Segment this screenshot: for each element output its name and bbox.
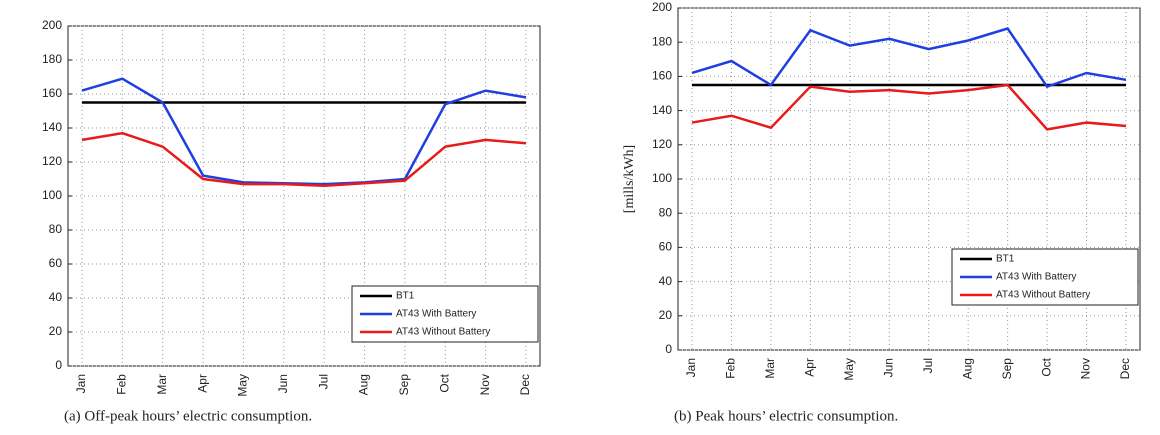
y-tick-label: 160 <box>652 69 672 83</box>
y-tick-label: 40 <box>659 274 673 288</box>
line-series <box>691 83 1127 131</box>
chart: 0 20 40 60 80 100 120 140 160 180 200 Jan Feb Mar Apr M… <box>622 0 1141 424</box>
y-tick-label: 120 <box>42 154 62 168</box>
x-tick-label: Nov <box>1079 358 1093 379</box>
y-tick-label: 180 <box>652 34 672 48</box>
y-tick-label: 20 <box>659 308 673 322</box>
x-tick-label: Jun <box>276 374 290 393</box>
x-tick-label: Jan <box>684 358 698 377</box>
x-tick-label: Jul <box>316 374 330 389</box>
line-series <box>691 27 1127 89</box>
caption: (a) Off-peak hours’ electric consumption… <box>64 408 312 424</box>
legend-label: BT1 <box>996 254 1015 265</box>
y-tick-label: 0 <box>55 358 62 372</box>
x-tick-label: Jul <box>921 358 935 373</box>
x-tick-label: Aug <box>357 374 371 395</box>
line-series <box>81 131 527 188</box>
y-tick-label: 20 <box>49 324 63 338</box>
caption: (b) Peak hours’ electric consumption. <box>674 408 898 424</box>
x-tick-label: Sep <box>397 374 411 396</box>
y-tick-label: 40 <box>49 290 63 304</box>
y-tick-label: 60 <box>49 256 63 270</box>
x-tick-label: Nov <box>478 374 492 395</box>
x-tick-label: Dec <box>518 374 532 395</box>
x-tick-label: May <box>236 374 250 397</box>
y-tick-label: 60 <box>659 240 673 254</box>
y-tick-label: 80 <box>49 222 63 236</box>
x-tick-label: Feb <box>724 358 738 379</box>
x-tick-label: Mar <box>763 358 777 379</box>
y-tick-label: 140 <box>42 120 62 134</box>
x-tick-label: Jun <box>881 358 895 377</box>
y-tick-label: 180 <box>42 52 62 66</box>
legend-label: BT1 <box>396 291 415 302</box>
y-tick-label: 160 <box>42 86 62 100</box>
x-tick-label: Feb <box>115 374 129 395</box>
x-tick-label: Oct <box>1039 357 1053 376</box>
x-tick-label: Aug <box>960 358 974 379</box>
legend-label: AT43 Without Battery <box>396 327 490 338</box>
x-tick-label: Sep <box>1000 358 1014 380</box>
x-tick-label: Dec <box>1118 358 1132 379</box>
x-tick-label: Jan <box>74 374 88 393</box>
x-tick-label: Apr <box>195 374 209 393</box>
x-tick-label: Mar <box>155 374 169 395</box>
y-tick-label: 80 <box>659 205 673 219</box>
legend-label: AT43 With Battery <box>996 272 1076 283</box>
y-tick-label: 140 <box>652 103 672 117</box>
y-tick-label: 200 <box>42 18 62 32</box>
y-tick-label: 100 <box>652 171 672 185</box>
y-tick-label: 0 <box>665 342 672 356</box>
y-tick-label: 100 <box>42 188 62 202</box>
y-axis-label: [mills/kWh] <box>622 145 637 213</box>
x-tick-label: Oct <box>437 373 451 392</box>
y-tick-label: 200 <box>652 0 672 14</box>
legend-label: AT43 Without Battery <box>996 290 1090 301</box>
y-tick-label: 120 <box>652 137 672 151</box>
chart: 0 20 40 60 80 100 120 140 160 180 200 Jan Feb Mar Apr M… <box>42 18 541 424</box>
line-series <box>81 77 527 186</box>
x-tick-label: May <box>842 358 856 381</box>
legend-label: AT43 With Battery <box>396 309 476 320</box>
x-tick-label: Apr <box>803 358 817 377</box>
